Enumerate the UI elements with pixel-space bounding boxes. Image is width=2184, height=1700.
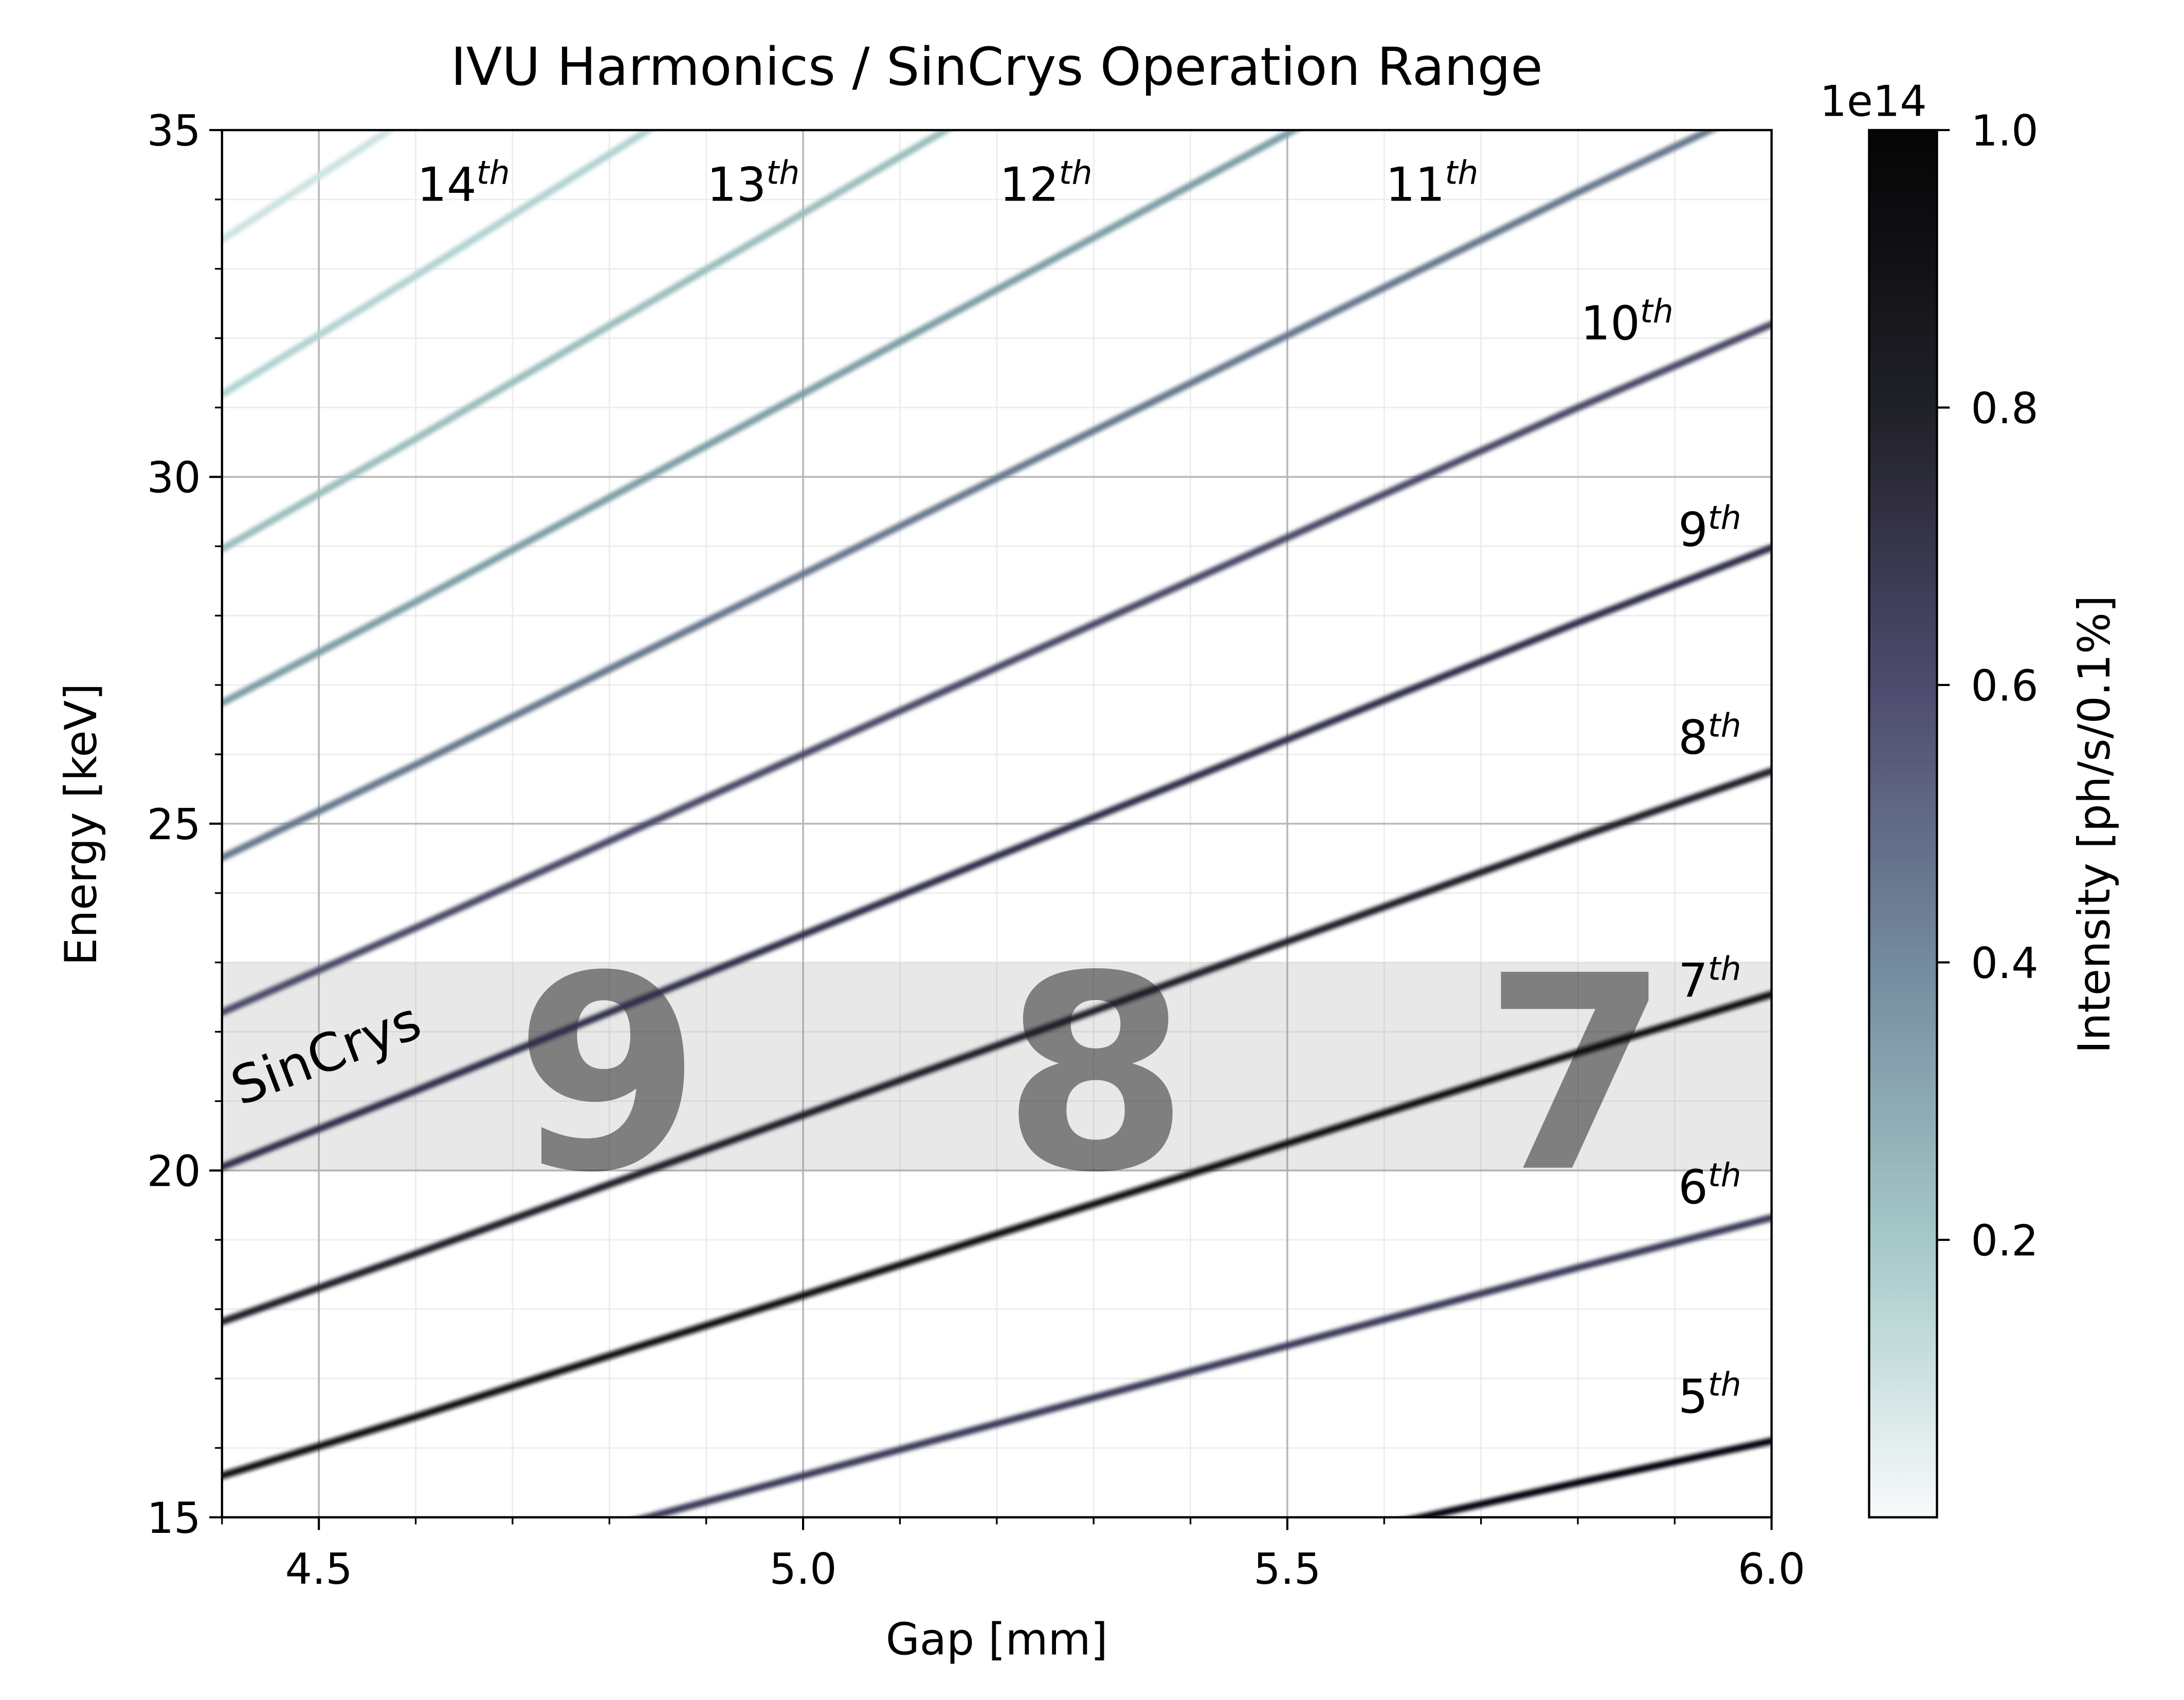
harmonic-line (222, 320, 1772, 1016)
harmonic-line (634, 1214, 1772, 1517)
harmonic-label: 10th (1581, 292, 1673, 351)
harmonic-label: 6th (1678, 1156, 1741, 1215)
harmonic-suffix: th (767, 153, 800, 191)
harmonic-label: 12th (999, 153, 1092, 212)
harmonic-line (1405, 1437, 1772, 1517)
harmonic-suffix: th (1640, 292, 1673, 330)
harmonic-suffix: th (1708, 1156, 1741, 1194)
harmonic-label: 13th (707, 153, 799, 212)
y-tick-label: 25 (147, 800, 201, 849)
harmonic-suffix: th (1445, 153, 1478, 191)
harmonic-number: 12 (999, 158, 1059, 212)
harmonic-suffix: th (1059, 153, 1093, 191)
y-tick-label: 35 (147, 106, 201, 156)
colorbar (1868, 129, 1938, 1518)
harmonic-line (222, 130, 655, 398)
colorbar-tick-label: 0.2 (1971, 1216, 2039, 1265)
harmonic-number: 13 (707, 158, 766, 212)
y-tick-label: 20 (147, 1147, 201, 1197)
plot-frame (221, 129, 1773, 1518)
x-tick-label: 4.5 (285, 1545, 353, 1594)
harmonic-line (222, 130, 1718, 861)
colorbar-offset: 1e14 (1820, 77, 1927, 126)
harmonic-number: 6 (1678, 1161, 1708, 1215)
harmonic-number: 11 (1386, 158, 1445, 212)
harmonic-label: 9th (1678, 498, 1741, 557)
y-axis-label: Energy [keV] (56, 683, 107, 966)
colorbar-tick-label: 1.0 (1971, 106, 2039, 156)
harmonic-suffix: th (1708, 498, 1741, 536)
harmonic-label: 7th (1678, 950, 1741, 1008)
colorbar-label: Intensity [ph/s/0.1%] (2069, 595, 2120, 1054)
harmonic-number: 10 (1581, 297, 1640, 351)
harmonic-number: 7 (1678, 954, 1708, 1008)
x-tick-label: 5.5 (1253, 1545, 1321, 1594)
order-number: 8 (1003, 919, 1190, 1232)
y-tick-label: 30 (147, 454, 201, 503)
harmonic-line (222, 130, 953, 553)
harmonic-number: 8 (1678, 711, 1708, 765)
harmonic-label: 14th (417, 153, 509, 212)
harmonic-number: 14 (417, 158, 476, 212)
harmonic-line (222, 130, 1301, 707)
harmonic-suffix: th (1708, 707, 1741, 745)
harmonic-label: 11th (1386, 153, 1478, 212)
x-axis-label: Gap [mm] (886, 1614, 1108, 1665)
chart-title: IVU Harmonics / SinCrys Operation Range (451, 37, 1543, 97)
colorbar-tick-label: 0.8 (1971, 384, 2039, 433)
harmonic-label: 8th (1678, 707, 1741, 765)
harmonic-number: 5 (1678, 1370, 1708, 1424)
harmonic-line (222, 767, 1772, 1326)
harmonic-label: 5th (1678, 1365, 1741, 1424)
colorbar-tick-label: 0.4 (1971, 939, 2039, 988)
x-tick-label: 5.0 (769, 1545, 836, 1594)
harmonic-suffix: th (477, 153, 510, 191)
order-number: 9 (515, 919, 702, 1232)
y-tick-label: 15 (147, 1494, 201, 1543)
harmonic-line (222, 990, 1772, 1479)
harmonic-suffix: th (1708, 950, 1741, 988)
x-tick-label: 6.0 (1738, 1545, 1805, 1594)
harmonic-suffix: th (1708, 1365, 1741, 1403)
harmonic-number: 9 (1678, 503, 1708, 557)
colorbar-tick-label: 0.6 (1971, 661, 2039, 711)
harmonic-line (222, 544, 1772, 1171)
